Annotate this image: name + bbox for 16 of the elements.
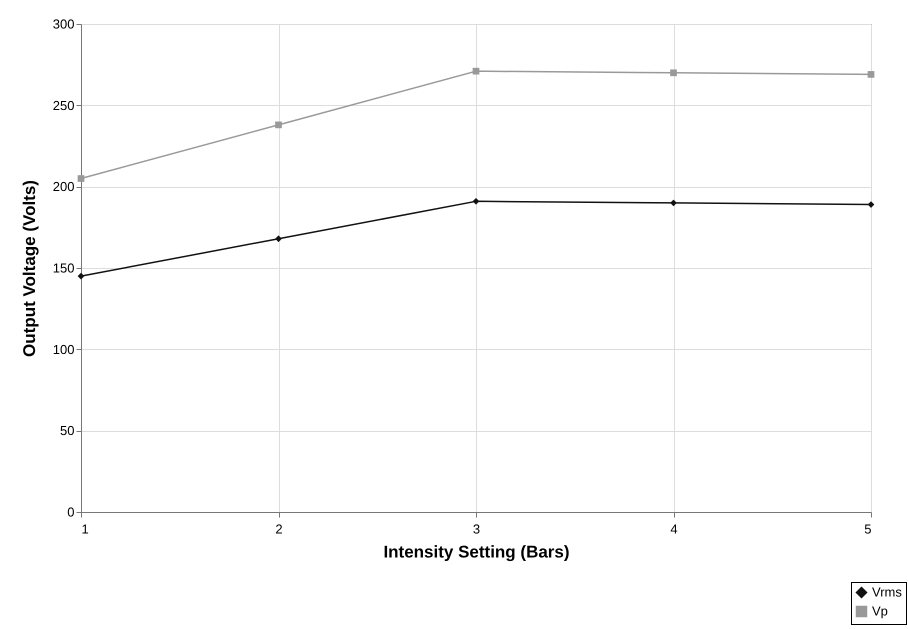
x-tick-label: 5 (864, 522, 872, 536)
y-tick-label: 150 (52, 260, 74, 276)
x-tick-label: 1 (82, 522, 89, 536)
y-tick-label: 50 (60, 423, 74, 438)
legend-label: Vrms (872, 584, 902, 600)
x-tick-label: 3 (472, 522, 480, 536)
y-tick-label: 100 (52, 342, 74, 357)
y-axis-title: Output Voltage (Volts) (20, 180, 39, 357)
y-tick-label: 250 (52, 98, 74, 113)
x-tick-label: 2 (275, 522, 283, 536)
y-tick-label: 200 (52, 179, 74, 194)
x-axis-title: Intensity Setting (Bars) (383, 542, 570, 562)
x-tick-label: 4 (670, 522, 678, 536)
legend-label: Vp (872, 604, 888, 618)
y-tick-label: 300 (52, 16, 74, 32)
y-tick-label: 0 (67, 504, 74, 520)
